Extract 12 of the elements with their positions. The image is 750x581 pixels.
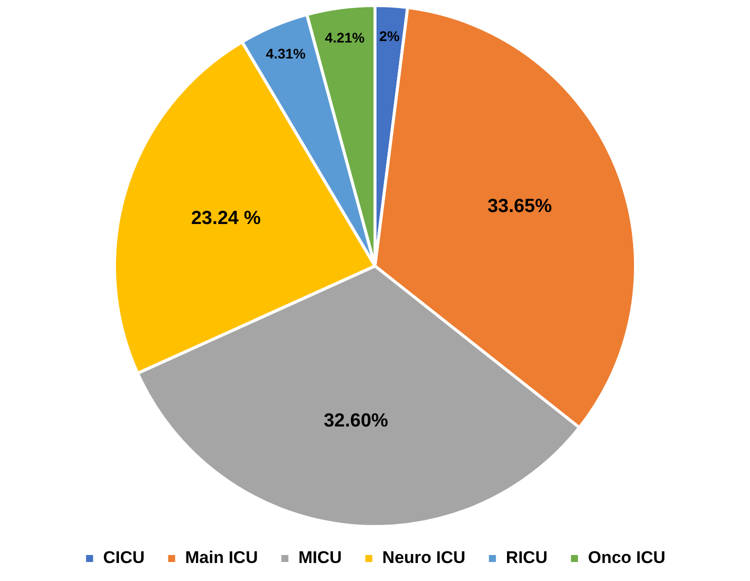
legend-label: Onco ICU (588, 548, 666, 568)
data-label: 23.24 % (191, 208, 261, 230)
data-label: 4.21% (324, 30, 366, 46)
data-label: 2% (379, 28, 400, 44)
legend-label: Main ICU (185, 548, 258, 568)
data-label: 32.60% (324, 410, 388, 432)
legend-label: RICU (506, 548, 548, 568)
legend-label: MICU (298, 548, 342, 568)
legend-label: Neuro ICU (382, 548, 466, 568)
legend-label: CICU (103, 548, 145, 568)
data-label: 33.65% (487, 196, 552, 218)
data-label: 4.31% (266, 46, 306, 62)
